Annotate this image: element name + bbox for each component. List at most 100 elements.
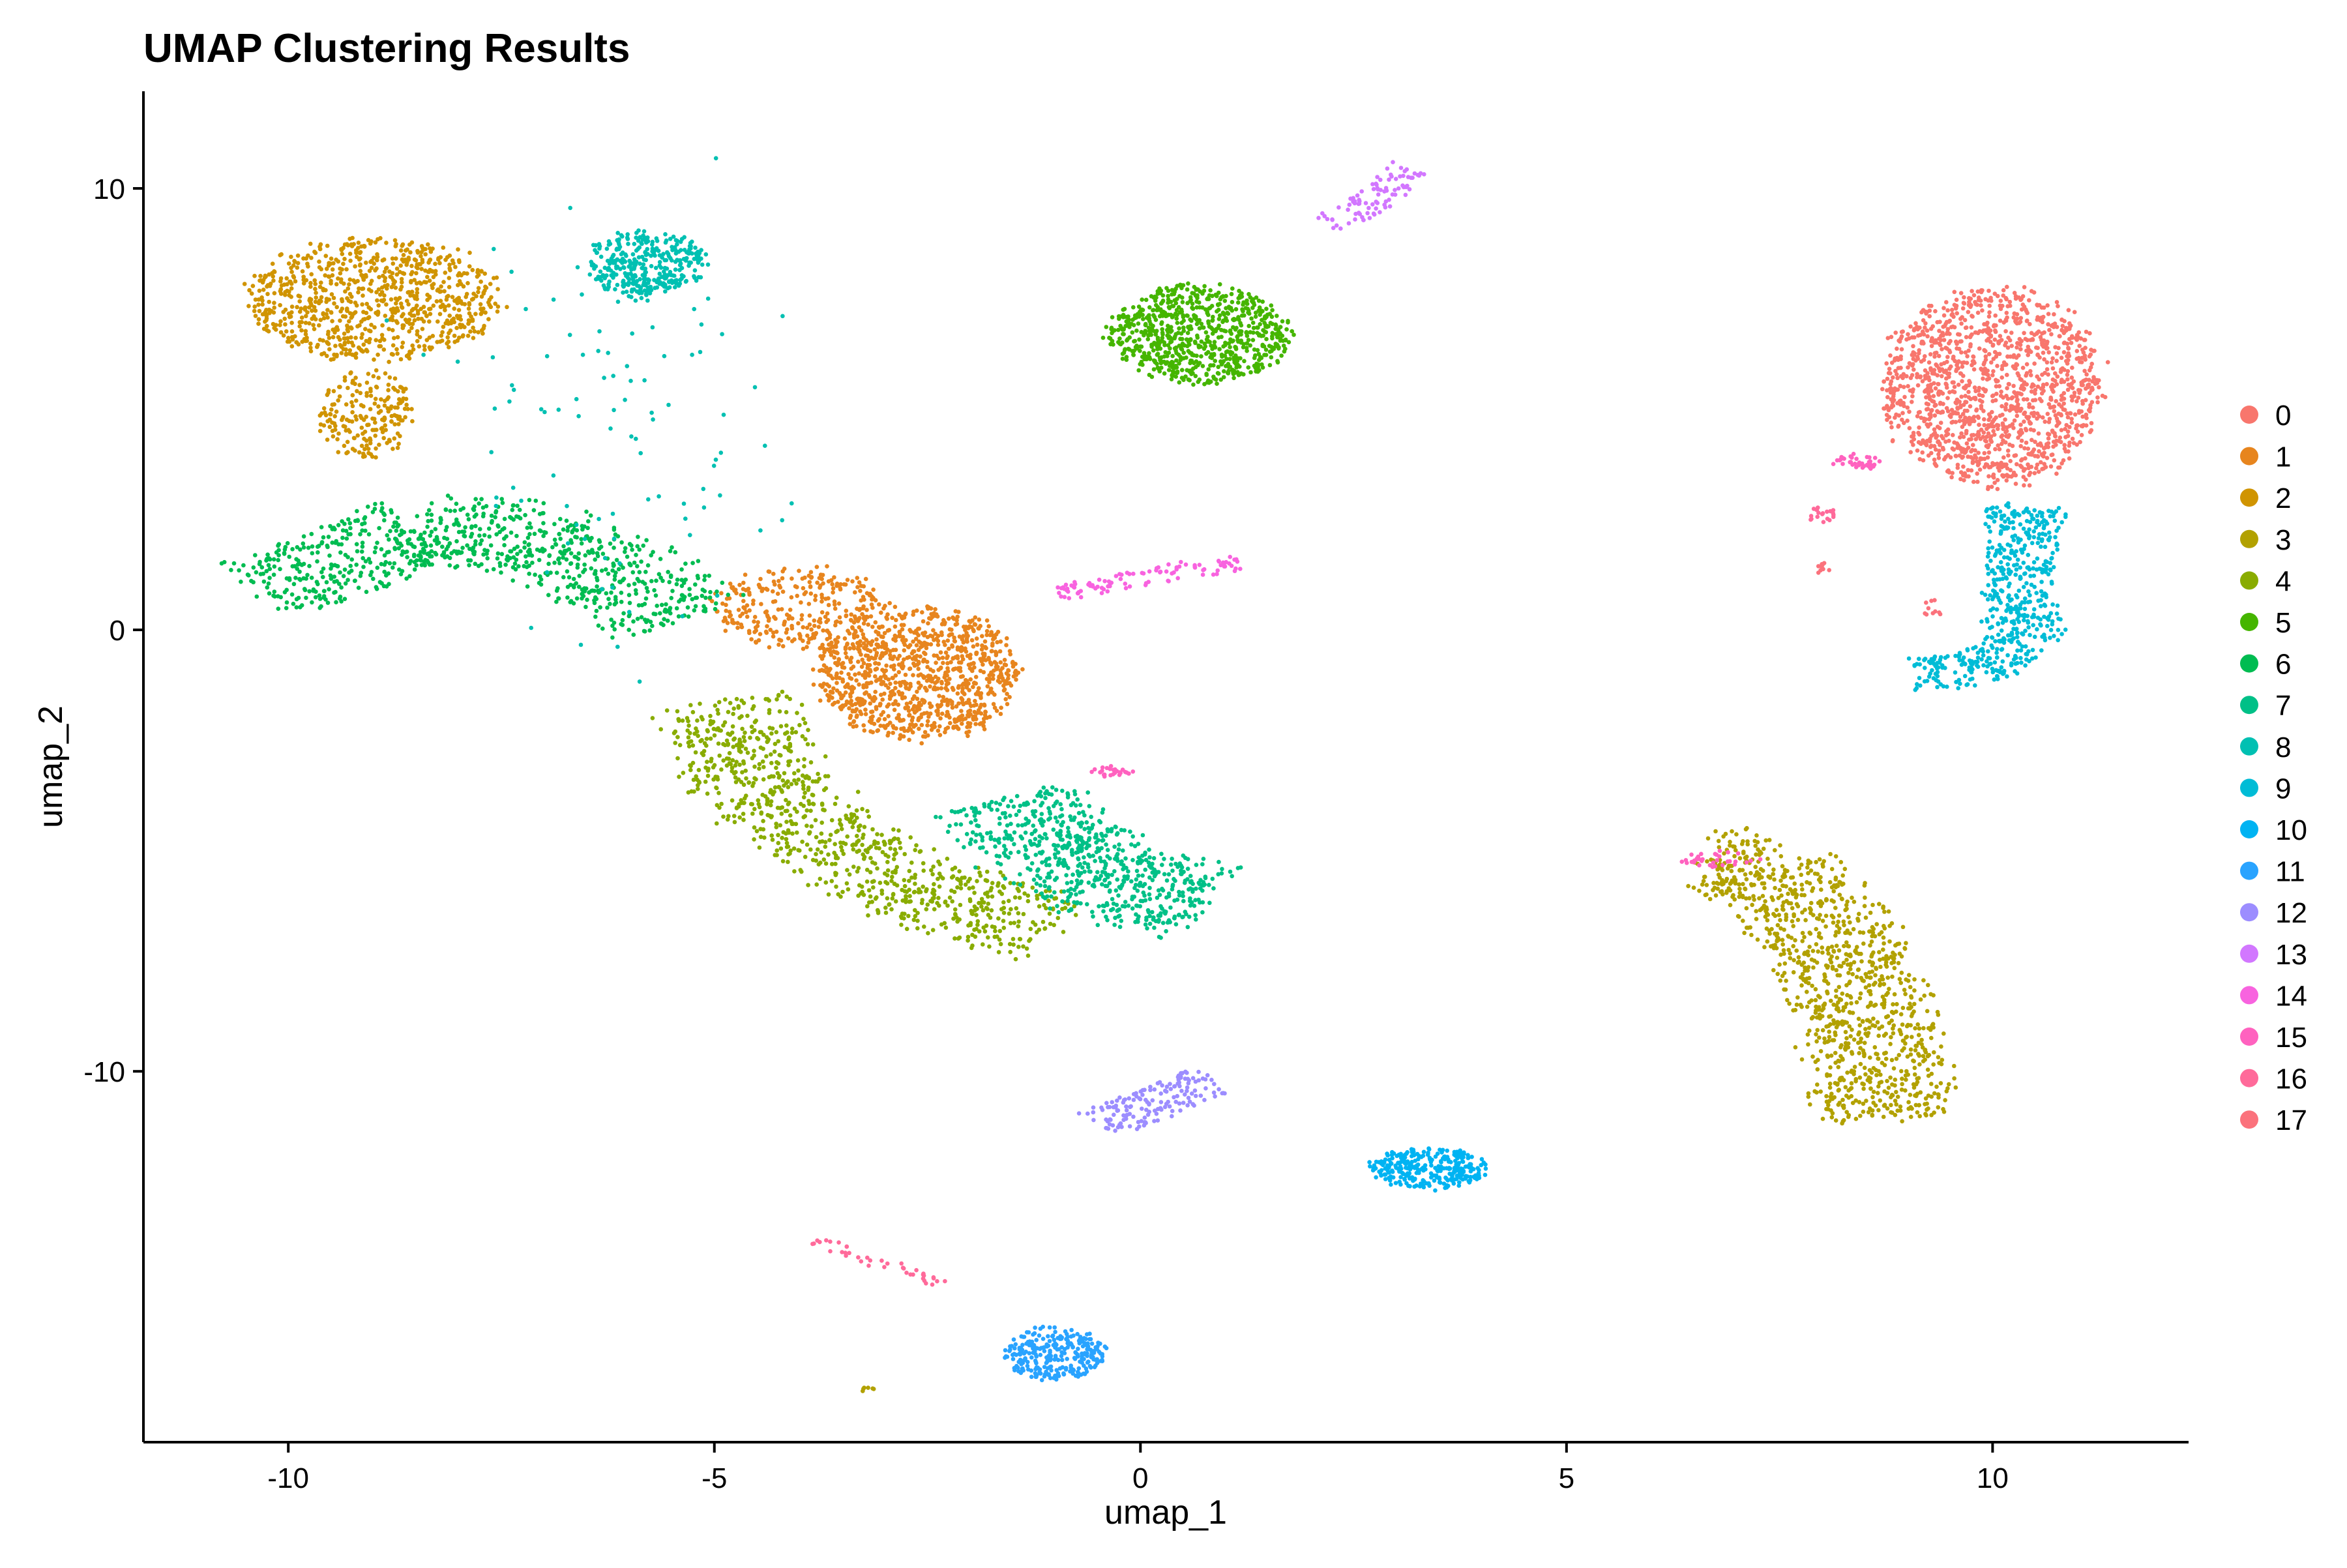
cluster-1-point <box>816 625 821 629</box>
cluster-1-point <box>1000 676 1005 681</box>
cluster-0-point <box>2019 307 2024 312</box>
cluster-0-point <box>1960 379 1964 383</box>
cluster-2-point <box>299 306 304 311</box>
cluster-3-point <box>1868 1080 1872 1084</box>
cluster-0-point <box>2057 334 2062 338</box>
cluster-1-point <box>826 596 831 600</box>
cluster-0-point <box>2003 417 2007 422</box>
cluster-0-point <box>2088 406 2093 411</box>
cluster-0-point <box>2034 345 2039 350</box>
cluster-0-point <box>1953 453 1958 458</box>
cluster-3-point <box>1796 955 1801 960</box>
cluster-1-point <box>867 593 872 598</box>
cluster-2-point <box>343 424 347 429</box>
cluster-2-point <box>401 252 406 258</box>
cluster-3-point <box>1725 866 1730 871</box>
cluster-1-point <box>982 717 986 721</box>
cluster-2-point <box>350 404 355 409</box>
cluster-1-point <box>881 642 886 647</box>
cluster-1-point <box>876 625 881 630</box>
cluster-0-point <box>2032 471 2037 475</box>
cluster-2-point <box>308 297 312 301</box>
cluster-1-point <box>1011 660 1015 664</box>
cluster-1-point <box>940 621 945 626</box>
cluster-2-point <box>342 342 347 347</box>
cluster-2-point <box>323 273 328 278</box>
cluster-0-point <box>2012 390 2016 394</box>
cluster-2-point <box>427 319 432 324</box>
cluster-3-point <box>1852 960 1857 965</box>
cluster-4-point <box>827 838 832 842</box>
cluster-2-point <box>396 422 401 426</box>
cluster-2-point <box>332 301 336 306</box>
cluster-1-point <box>843 647 848 651</box>
cluster-1-point <box>771 579 776 584</box>
cluster-3-point <box>1863 1072 1868 1077</box>
cluster-1-point <box>864 681 869 686</box>
cluster-3-point <box>1757 896 1762 901</box>
cluster-2-point <box>484 286 489 290</box>
cluster-0-point <box>1983 354 1988 359</box>
cluster-0-point <box>1936 456 1941 460</box>
cluster-1-point <box>939 632 944 638</box>
cluster-3-point <box>1805 1004 1810 1009</box>
cluster-3-point <box>1867 959 1872 964</box>
cluster-0-point <box>1925 422 1929 427</box>
cluster-0-point <box>2050 428 2055 433</box>
cluster-3-point <box>1779 926 1783 931</box>
cluster-2-point <box>365 349 370 354</box>
cluster-0-point <box>1943 321 1948 327</box>
cluster-1-point <box>786 636 791 641</box>
cluster-0-point <box>1912 437 1917 441</box>
cluster-2-point <box>347 282 351 287</box>
cluster-3-point <box>1863 881 1867 885</box>
cluster-3-point <box>1737 868 1742 873</box>
cluster-1-point <box>807 580 812 585</box>
cluster-3-point <box>1841 881 1846 886</box>
cluster-0-point <box>1982 451 1987 456</box>
cluster-0-point <box>2024 477 2028 482</box>
cluster-2-point <box>309 303 314 308</box>
cluster-2-point <box>452 333 457 338</box>
cluster-3-point <box>1846 915 1851 919</box>
cluster-0-point <box>1945 452 1951 458</box>
cluster-0-point <box>1915 383 1921 388</box>
cluster-3-point <box>1767 862 1771 866</box>
cluster-2-point <box>289 265 293 271</box>
cluster-2-point <box>376 352 380 357</box>
cluster-0-point <box>1893 368 1898 374</box>
cluster-0-point <box>2054 382 2059 387</box>
cluster-1-point <box>879 653 884 658</box>
cluster-0-point <box>1964 419 1968 424</box>
cluster-0-point <box>1967 379 1971 383</box>
cluster-0-point <box>2080 414 2085 419</box>
cluster-3-point <box>1861 1086 1866 1091</box>
cluster-2-point <box>411 347 416 352</box>
cluster-1-point <box>1007 649 1012 653</box>
cluster-0-point <box>1980 329 1985 334</box>
cluster-0-point <box>2030 405 2035 410</box>
cluster-0-point <box>1934 436 1938 440</box>
cluster-3-point <box>1716 872 1721 877</box>
cluster-0-point <box>1880 387 1885 392</box>
cluster-4-point <box>819 803 825 807</box>
cluster-0-point <box>2041 350 2046 355</box>
cluster-2-point <box>289 329 295 334</box>
cluster-2-point <box>257 308 262 314</box>
cluster-1-point <box>925 723 930 728</box>
cluster-3-point <box>1893 953 1897 957</box>
cluster-3-point <box>1795 995 1800 1000</box>
cluster-1-point <box>827 698 831 703</box>
cluster-0-point <box>2064 422 2069 428</box>
cluster-0-point <box>1943 381 1948 386</box>
cluster-1-point <box>893 699 898 703</box>
cluster-0-point <box>2047 327 2052 333</box>
cluster-1-point <box>799 617 804 622</box>
cluster-2-point <box>326 391 331 395</box>
cluster-1-point <box>741 580 746 585</box>
cluster-3-point <box>1853 1116 1859 1121</box>
cluster-0-point <box>1886 407 1891 413</box>
cluster-0-point <box>2019 458 2024 463</box>
cluster-0-point <box>2024 362 2030 366</box>
